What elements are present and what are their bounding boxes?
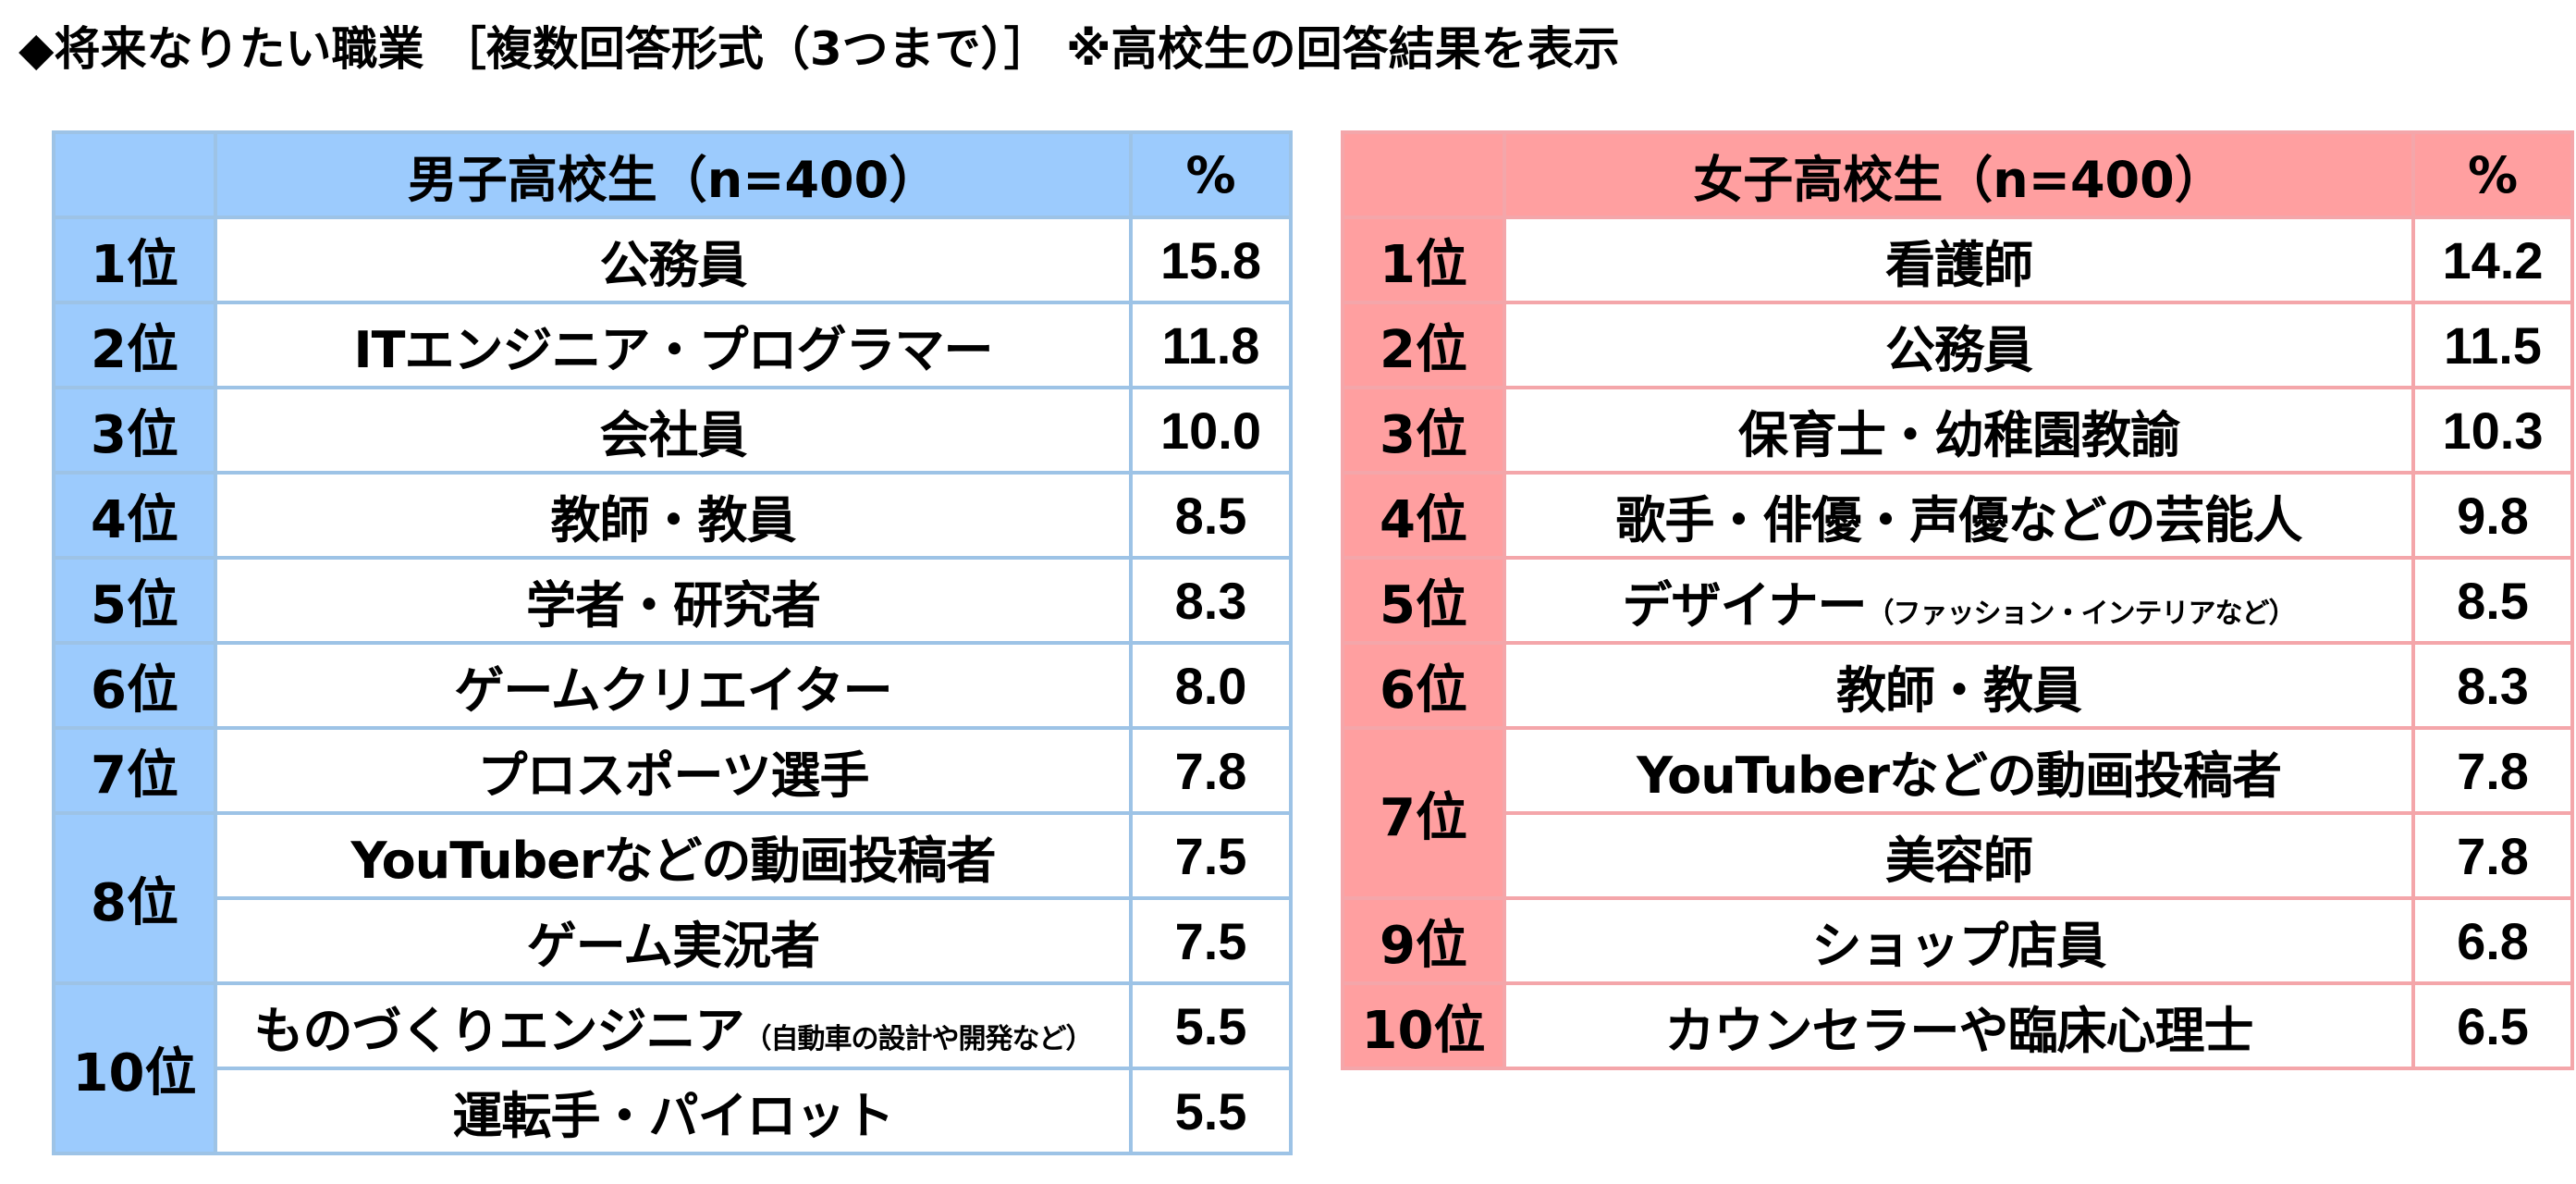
job-cell: YouTuberなどの動画投稿者 [214,811,1133,900]
percent-cell: 7.8 [2411,726,2574,815]
table-row: 10位 ものづくりエンジニア（自動車の設計や開発など） 5.5 [52,981,1293,1155]
percent-cell: 7.8 [1129,726,1293,815]
table-row: 7位 プロスポーツ選手 7.8 [52,726,1293,815]
table-row: 9位 ショップ店員 6.8 [1341,896,2574,985]
job-cell: 会社員 [214,386,1133,475]
rank-cell: 5位 [1341,556,1506,645]
table-row: 運転手・パイロット 5.5 [54,1067,1293,1155]
rank-cell: 2位 [1341,301,1506,389]
table-row: 4位 歌手・俳優・声優などの芸能人 9.8 [1341,471,2574,560]
job-cell: カウンセラーや臨床心理士 [1503,981,2415,1070]
percent-cell: 8.5 [2411,556,2574,645]
rank-cell: 7位 [52,726,217,815]
table-row: 1位 公務員 15.8 [52,216,1293,304]
male-table-header: 男子高校生（n=400） [214,130,1133,219]
table-row: 2位 公務員 11.5 [1341,301,2574,389]
job-cell: ゲーム実況者 [214,896,1133,985]
job-cell: ゲームクリエイター [214,641,1133,730]
table-row: 1位 看護師 14.2 [1341,216,2574,304]
rank-header-cell [52,130,217,219]
job-cell: 運転手・パイロット [214,1067,1133,1155]
female-ranking-table: 女子高校生（n=400） % 1位 看護師 14.2 2位 公務員 11.5 3… [1341,130,2574,1070]
table-header-row: 男子高校生（n=400） % [52,130,1293,219]
rank-cell: 10位 [1341,981,1506,1070]
rank-cell: 8位 [52,811,217,985]
percent-cell: 10.3 [2411,386,2574,475]
job-note: （ファッション・インテリアなど） [1866,597,2296,630]
male-ranking-table: 男子高校生（n=400） % 1位 公務員 15.8 2位 ITエンジニア・プロ… [52,130,1293,1155]
rank-header-cell [1341,130,1506,219]
percent-cell: 6.8 [2411,896,2574,985]
job-cell: プロスポーツ選手 [214,726,1133,815]
job-cell: デザイナー（ファッション・インテリアなど） [1503,556,2415,645]
job-note: （自動車の設計や開発など） [743,1022,1094,1055]
percent-cell: 8.0 [1129,641,1293,730]
rank-cell: 6位 [52,641,217,730]
rank-cell: 4位 [1341,471,1506,560]
table-row: 3位 保育士・幼稚園教諭 10.3 [1341,386,2574,475]
job-cell: 保育士・幼稚園教諭 [1503,386,2415,475]
percent-cell: 8.3 [2411,641,2574,730]
rank-cell: 9位 [1341,896,1506,985]
table-row: 3位 会社員 10.0 [52,386,1293,475]
table-row: 5位 デザイナー（ファッション・インテリアなど） 8.5 [1341,556,2574,645]
rank-cell: 2位 [52,301,217,389]
rank-cell: 3位 [1341,386,1506,475]
percent-cell: 8.3 [1129,556,1293,645]
rank-cell: 6位 [1341,641,1506,730]
percent-cell: 5.5 [1129,1067,1293,1155]
job-cell: 美容師 [1503,811,2415,900]
percent-cell: 7.5 [1129,896,1293,985]
job-cell: 教師・教員 [214,471,1133,560]
table-row: 2位 ITエンジニア・プログラマー 11.8 [52,301,1293,389]
table-header-row: 女子高校生（n=400） % [1341,130,2574,219]
job-cell: ショップ店員 [1503,896,2415,985]
percent-cell: 9.8 [2411,471,2574,560]
table-row: 6位 ゲームクリエイター 8.0 [52,641,1293,730]
job-cell: 教師・教員 [1503,641,2415,730]
percent-cell: 15.8 [1129,216,1293,304]
job-text: ものづくりエンジニア [253,1001,745,1060]
rank-cell: 7位 [1341,726,1506,900]
percent-header: % [2411,130,2574,219]
table-row: 10位 カウンセラーや臨床心理士 6.5 [1341,981,2574,1070]
female-table-header: 女子高校生（n=400） [1503,130,2415,219]
percent-cell: 11.5 [2411,301,2574,389]
percent-cell: 10.0 [1129,386,1293,475]
rank-cell: 3位 [52,386,217,475]
page-title: ◆将来なりたい職業 ［複数回答形式（3つまで）］ ※高校生の回答結果を表示 [18,22,1620,76]
rank-cell: 10位 [52,981,217,1155]
percent-header: % [1129,130,1293,219]
job-cell: ITエンジニア・プログラマー [214,301,1133,389]
percent-cell: 11.8 [1129,301,1293,389]
table-row: 美容師 7.8 [1343,811,2574,900]
job-cell: 学者・研究者 [214,556,1133,645]
job-cell: 公務員 [1503,301,2415,389]
percent-cell: 6.5 [2411,981,2574,1070]
rank-cell: 1位 [1341,216,1506,304]
rank-cell: 4位 [52,471,217,560]
table-row: 4位 教師・教員 8.5 [52,471,1293,560]
percent-cell: 14.2 [2411,216,2574,304]
table-row: 8位 YouTuberなどの動画投稿者 7.5 [52,811,1293,985]
table-row: 6位 教師・教員 8.3 [1341,641,2574,730]
percent-cell: 8.5 [1129,471,1293,560]
job-cell: 看護師 [1503,216,2415,304]
table-row: ゲーム実況者 7.5 [54,896,1293,985]
rank-cell: 1位 [52,216,217,304]
job-text: デザイナー [1622,575,1868,635]
job-cell: YouTuberなどの動画投稿者 [1503,726,2415,815]
table-row: 7位 YouTuberなどの動画投稿者 7.8 [1341,726,2574,900]
job-cell: 歌手・俳優・声優などの芸能人 [1503,471,2415,560]
job-cell: ものづくりエンジニア（自動車の設計や開発など） [214,981,1133,1070]
percent-cell: 5.5 [1129,981,1293,1070]
percent-cell: 7.8 [2411,811,2574,900]
table-row: 5位 学者・研究者 8.3 [52,556,1293,645]
rank-cell: 5位 [52,556,217,645]
job-cell: 公務員 [214,216,1133,304]
percent-cell: 7.5 [1129,811,1293,900]
